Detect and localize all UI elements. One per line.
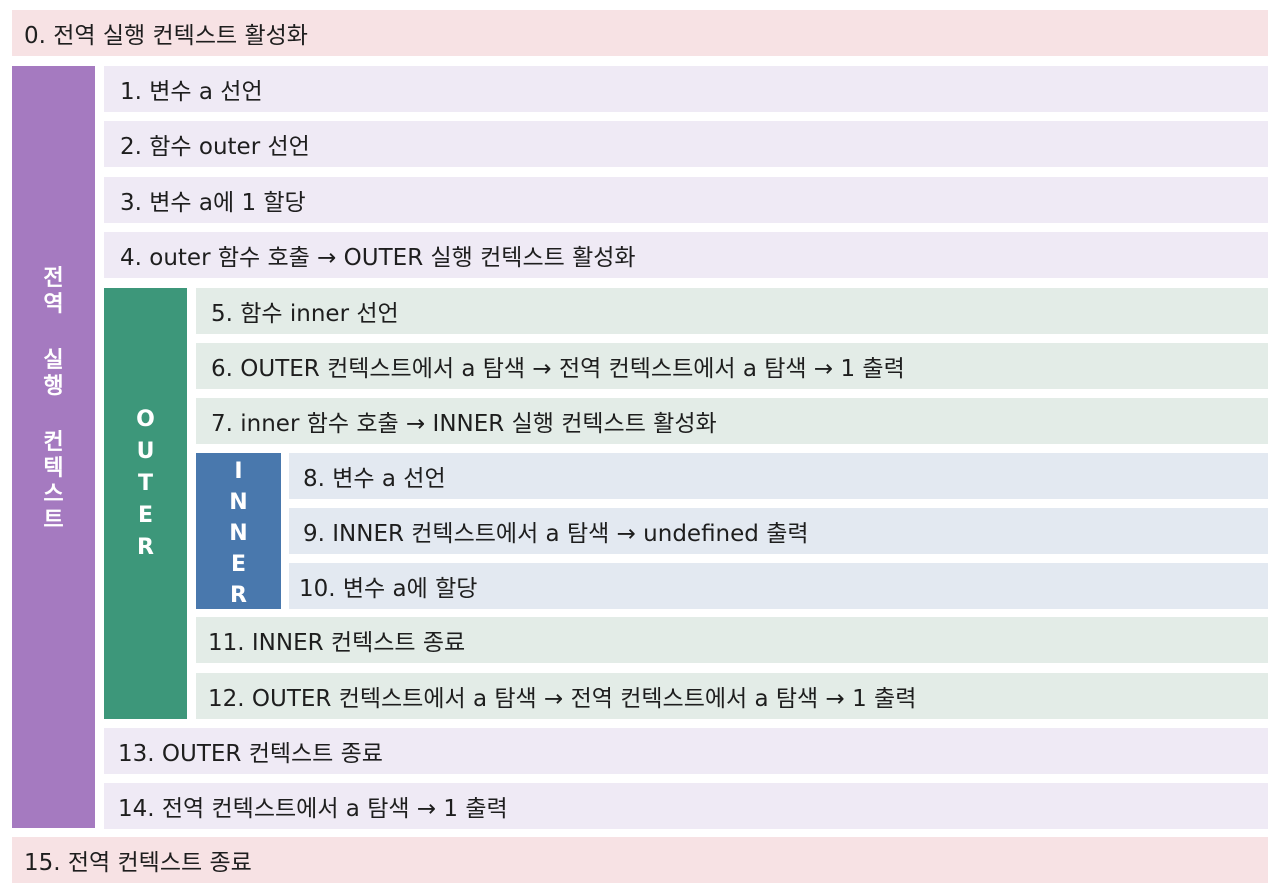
step-12: 12. OUTER 컨텍스트에서 a 탐색 → 전역 컨텍스트에서 a 탐색 →… [196,673,1268,719]
global-band-char: 행 [43,374,64,399]
outer-band-char: E [137,503,154,528]
global-band-char: 역 [43,292,64,317]
step-14: 14. 전역 컨텍스트에서 a 탐색 → 1 출력 [104,783,1268,829]
inner-band-char: N [229,521,248,546]
step-3: 3. 변수 a에 1 할당 [104,177,1268,223]
inner-band-char: N [229,490,248,515]
step-8: 8. 변수 a 선언 [289,453,1268,499]
inner-band-char: R [230,583,247,608]
inner-band-char: E [230,552,247,577]
global-band-char: 컨 [43,430,64,455]
global-band-char: 전 [43,266,64,291]
inner-band-char: I [234,459,243,484]
global-band-char: 트 [43,508,64,533]
step-4: 4. outer 함수 호출 → OUTER 실행 컨텍스트 활성화 [104,232,1268,278]
step-9: 9. INNER 컨텍스트에서 a 탐색 → undefined 출력 [289,508,1268,554]
outer-context-band: O U T E R [104,288,187,719]
global-band-char: 실 [43,348,64,373]
outer-band-char: T [137,471,153,496]
global-band-char: 스 [43,482,64,507]
outer-band-char: R [137,535,154,560]
inner-context-band: I N N E R [196,453,281,609]
step-5: 5. 함수 inner 선언 [196,288,1268,334]
step-10: 10. 변수 a에 할당 [289,563,1268,609]
global-context-band: 전 역 실 행 컨 텍 스 트 [12,66,95,828]
step-7: 7. inner 함수 호출 → INNER 실행 컨텍스트 활성화 [196,398,1268,444]
outer-band-char: U [136,439,155,464]
outer-band-char: O [136,407,155,432]
step-2: 2. 함수 outer 선언 [104,121,1268,167]
step-11: 11. INNER 컨텍스트 종료 [196,617,1268,663]
step-15: 15. 전역 컨텍스트 종료 [12,837,1268,883]
step-1: 1. 변수 a 선언 [104,66,1268,112]
step-13: 13. OUTER 컨텍스트 종료 [104,728,1268,774]
step-6: 6. OUTER 컨텍스트에서 a 탐색 → 전역 컨텍스트에서 a 탐색 → … [196,343,1268,389]
step-0: 0. 전역 실행 컨텍스트 활성화 [12,10,1268,56]
global-band-char: 텍 [43,456,64,481]
